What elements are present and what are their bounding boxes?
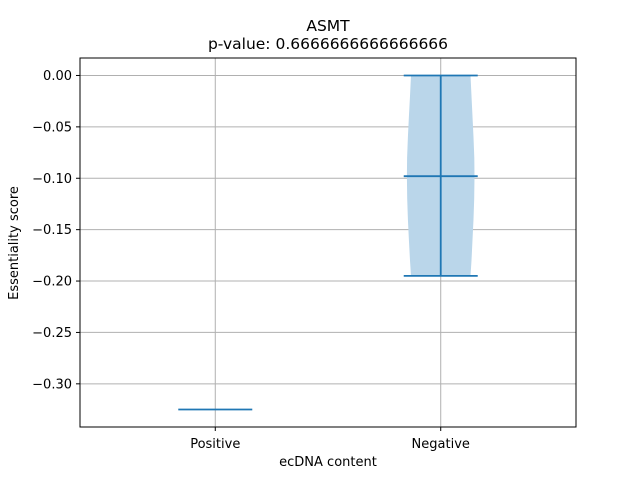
violin-negative <box>403 74 478 277</box>
plot-frame <box>79 57 577 428</box>
y-tick-label: −0.15 <box>32 223 72 238</box>
y-tick-label: −0.20 <box>32 275 72 290</box>
y-tick-label: 0.00 <box>43 69 72 84</box>
chart-title: ASMT <box>306 17 350 35</box>
y-tick-label: −0.10 <box>32 172 72 187</box>
y-axis-ticks: 0.00 −0.05 −0.10 −0.15 −0.20 −0.25 −0.30 <box>32 69 80 392</box>
violin-plots <box>178 74 478 411</box>
grid-lines <box>80 58 576 427</box>
x-tick-label: Positive <box>190 437 240 452</box>
chart-subtitle: p-value: 0.6666666666666666 <box>208 35 448 53</box>
x-tick-label: Negative <box>412 437 470 452</box>
x-axis-label: ecDNA content <box>279 455 377 470</box>
y-tick-label: −0.30 <box>32 377 72 392</box>
y-tick-label: −0.25 <box>32 326 72 341</box>
y-axis-label: Essentiality score <box>7 186 22 300</box>
y-tick-label: −0.05 <box>32 120 72 135</box>
x-axis-ticks: Positive Negative <box>190 427 470 452</box>
